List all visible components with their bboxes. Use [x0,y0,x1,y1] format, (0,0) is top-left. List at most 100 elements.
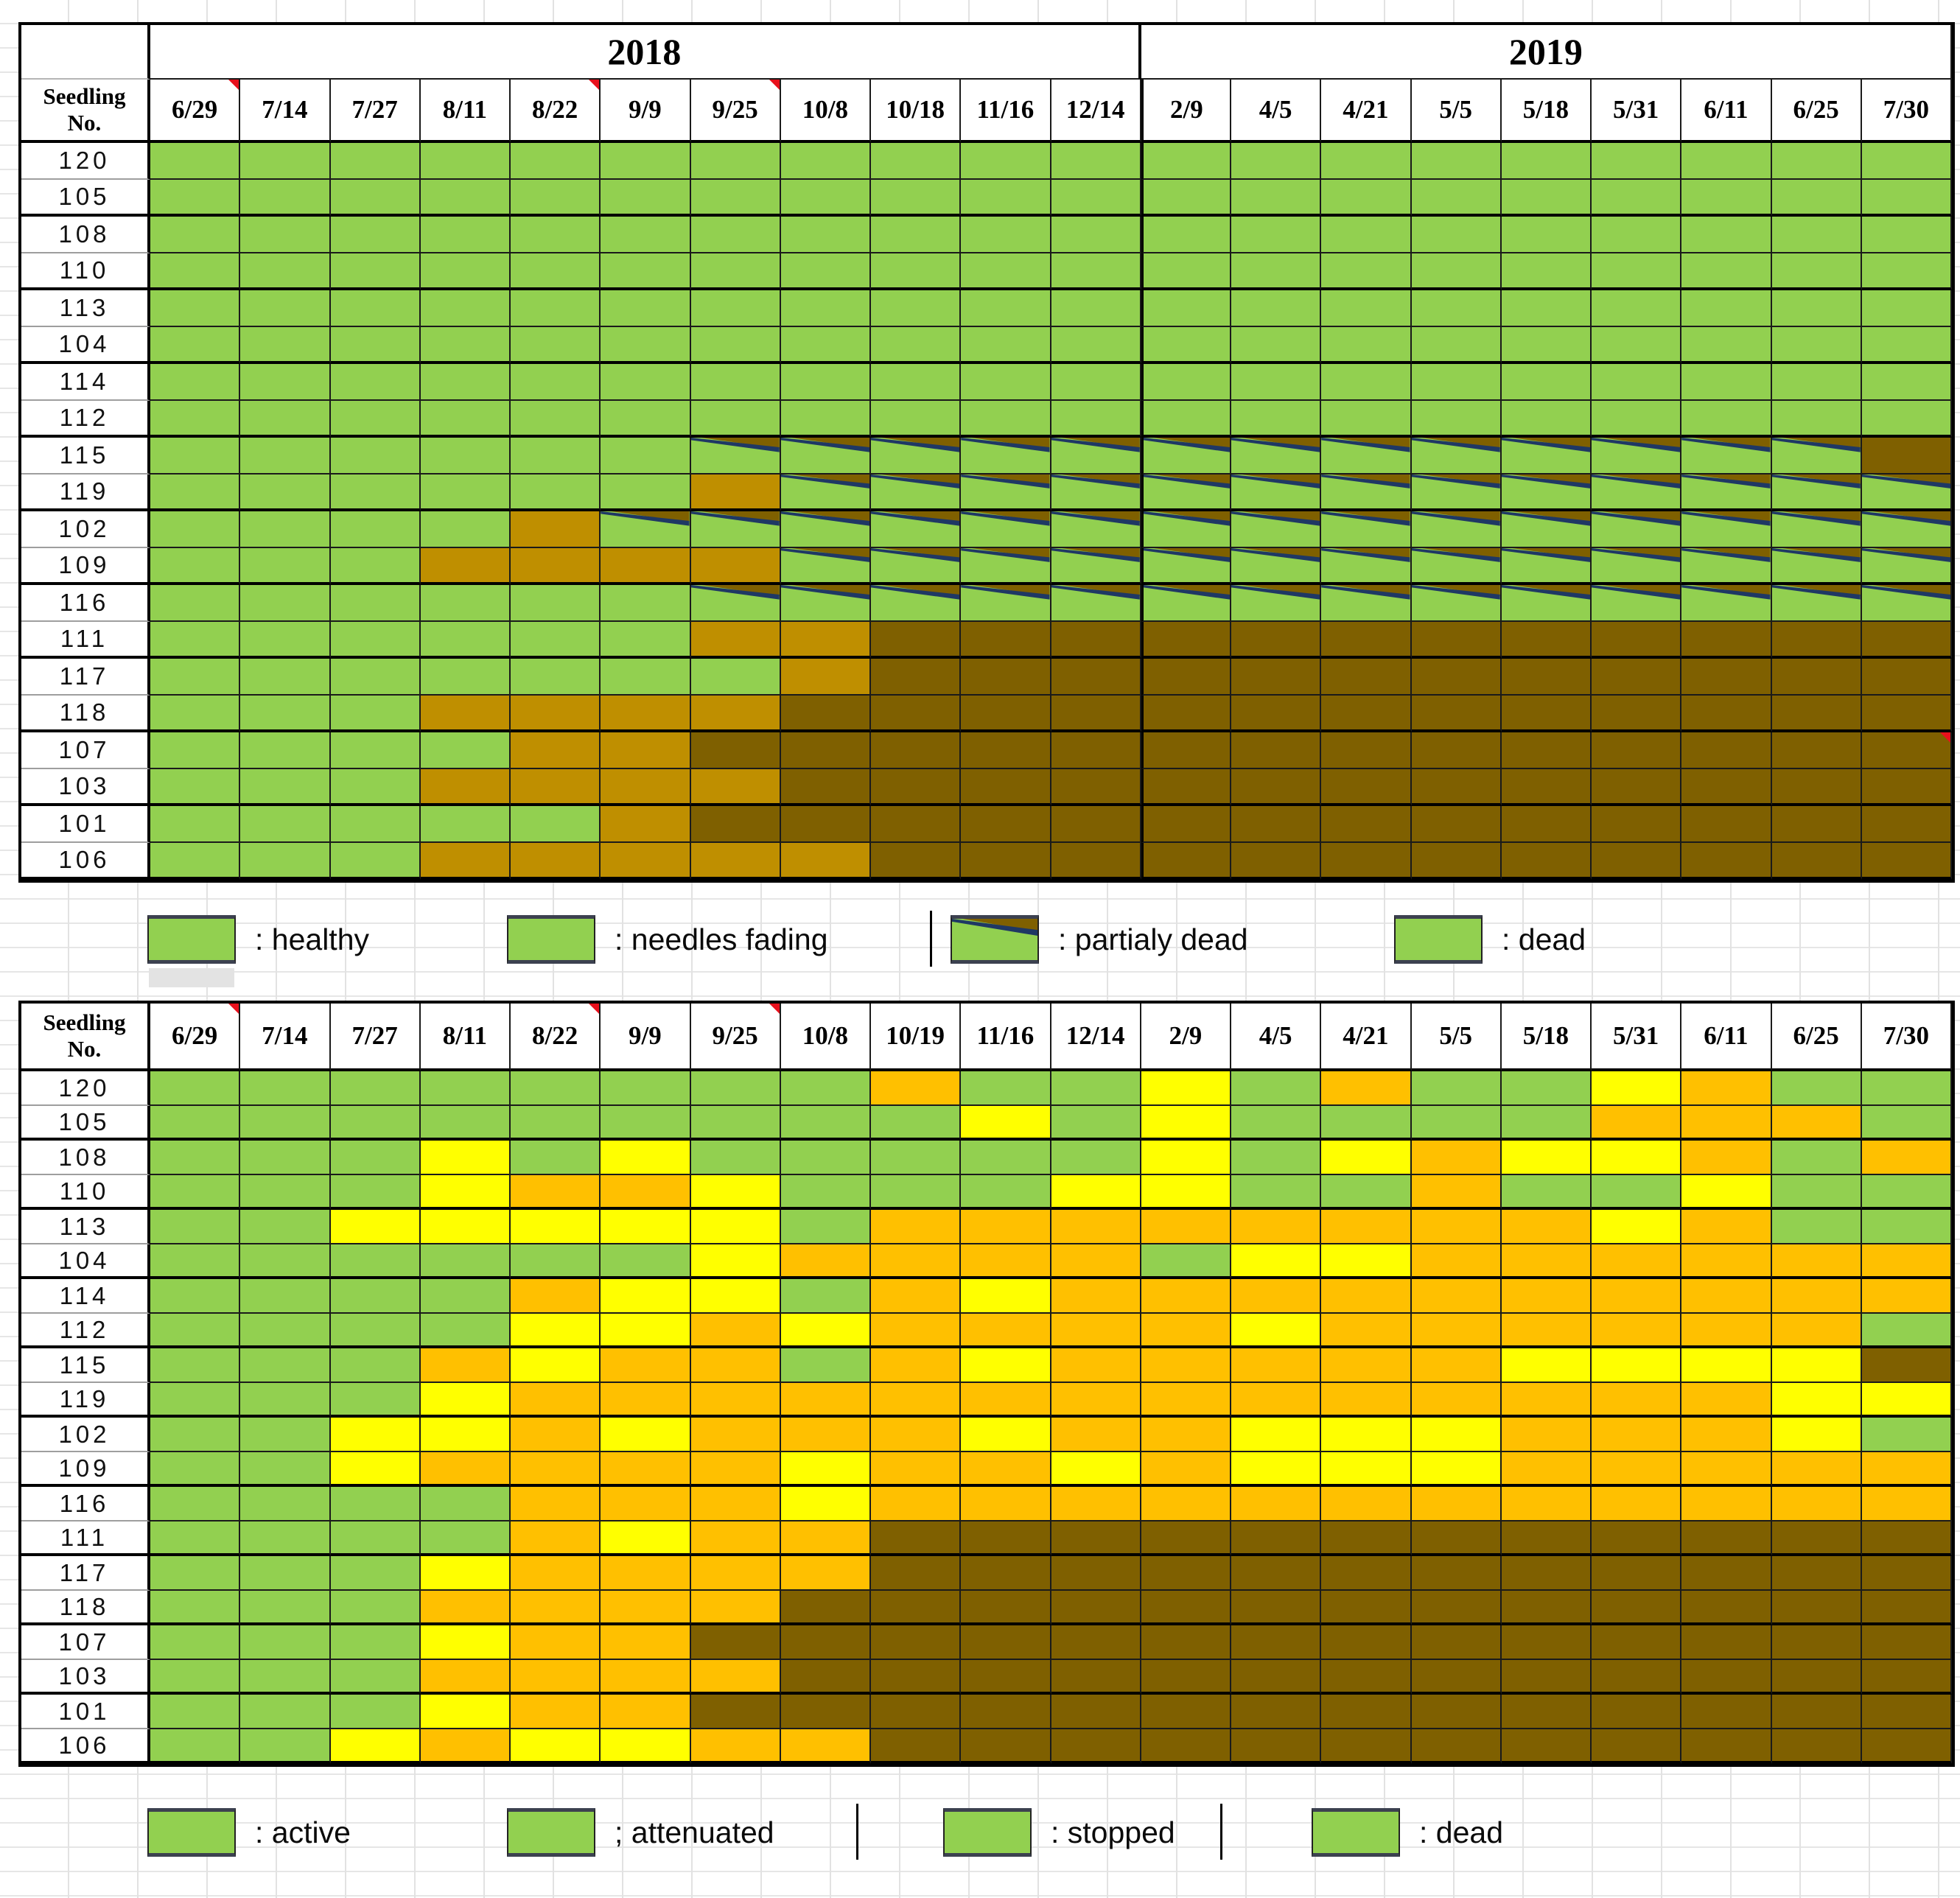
row-label-109[interactable]: 109 [21,548,150,585]
cell-107-7/14[interactable] [240,1625,331,1660]
cell-110-10/19[interactable] [871,1175,962,1210]
cell-119-6/11[interactable] [1681,1383,1772,1418]
cell-112-7/27[interactable] [330,401,421,438]
cell-114-5/18[interactable] [1501,364,1592,401]
cell-118-5/5[interactable] [1411,696,1502,732]
cell-106-6/25[interactable] [1771,843,1862,880]
cell-111-8/22[interactable] [511,622,601,659]
cell-106-9/25[interactable] [690,1729,781,1764]
cell-104-7/14[interactable] [240,327,331,364]
cell-108-8/11[interactable] [420,217,511,253]
cell-107-10/18[interactable] [871,732,962,769]
cell-114-7/30[interactable] [1861,364,1952,401]
cell-109-5/31[interactable] [1592,1452,1682,1487]
cell-112-5/5[interactable] [1411,1314,1502,1348]
cell-112-10/8[interactable] [780,401,871,438]
cell-109-5/5[interactable] [1411,548,1502,585]
cell-105-9/25[interactable] [690,180,781,217]
cell-116-10/8[interactable] [780,1487,871,1521]
cell-105-8/11[interactable] [420,1106,511,1141]
cell-119-9/9[interactable] [601,474,691,511]
cell-115-6/29[interactable] [150,1348,241,1383]
cell-112-7/14[interactable] [240,1314,331,1348]
cell-111-9/25[interactable] [690,622,781,659]
cell-106-10/8[interactable] [780,1729,871,1764]
cell-101-2/9[interactable] [1141,1695,1231,1729]
cell-101-5/5[interactable] [1411,1695,1502,1729]
column-header-date[interactable]: 9/9 [601,1004,691,1071]
cell-116-9/25[interactable] [690,1487,781,1521]
cell-119-12/14[interactable] [1051,1383,1141,1418]
cell-111-6/25[interactable] [1771,1521,1862,1556]
cell-116-12/14[interactable] [1051,1487,1141,1521]
cell-120-6/25[interactable] [1771,143,1862,180]
cell-119-6/29[interactable] [150,474,241,511]
cell-113-5/18[interactable] [1501,290,1592,327]
cell-120-5/5[interactable] [1411,143,1502,180]
cell-120-4/21[interactable] [1321,1071,1412,1106]
cell-118-11/16[interactable] [961,1591,1051,1625]
cell-115-11/16[interactable] [961,1348,1051,1383]
cell-115-7/30[interactable] [1861,438,1952,474]
cell-119-11/16[interactable] [961,474,1051,511]
cell-120-10/19[interactable] [871,1071,962,1106]
cell-108-5/31[interactable] [1592,1141,1682,1175]
cell-109-6/25[interactable] [1771,548,1862,585]
cell-103-6/25[interactable] [1771,1660,1862,1695]
cell-116-7/14[interactable] [240,585,331,622]
cell-109-6/29[interactable] [150,1452,241,1487]
column-header-date[interactable]: 2/9 [1141,80,1231,143]
column-header-date[interactable]: 6/11 [1681,1004,1772,1071]
cell-120-8/11[interactable] [420,143,511,180]
column-header-date[interactable]: 8/11 [420,80,511,143]
cell-114-8/22[interactable] [511,1279,601,1314]
cell-102-2/9[interactable] [1141,511,1231,548]
cell-105-2/9[interactable] [1141,1106,1231,1141]
column-header-date[interactable]: 6/29 [150,80,241,143]
row-label-106[interactable]: 106 [21,1729,150,1764]
cell-102-4/21[interactable] [1321,1418,1412,1452]
cell-105-5/18[interactable] [1501,180,1592,217]
cell-120-5/31[interactable] [1592,143,1682,180]
cell-118-11/16[interactable] [961,696,1051,732]
cell-110-11/16[interactable] [961,253,1051,290]
cell-113-9/25[interactable] [690,1210,781,1244]
cell-117-11/16[interactable] [961,1556,1051,1591]
cell-116-10/8[interactable] [780,585,871,622]
cell-108-11/16[interactable] [961,217,1051,253]
cell-102-12/14[interactable] [1051,1418,1141,1452]
cell-109-6/25[interactable] [1771,1452,1862,1487]
cell-107-10/8[interactable] [780,732,871,769]
cell-104-11/16[interactable] [961,327,1051,364]
cell-112-7/27[interactable] [330,1314,421,1348]
cell-115-2/9[interactable] [1141,1348,1231,1383]
cell-109-10/19[interactable] [871,1452,962,1487]
cell-112-11/16[interactable] [961,401,1051,438]
row-label-115[interactable]: 115 [21,1348,150,1383]
cell-102-7/27[interactable] [330,1418,421,1452]
cell-117-10/8[interactable] [780,1556,871,1591]
cell-110-6/25[interactable] [1771,1175,1862,1210]
cell-110-5/5[interactable] [1411,1175,1502,1210]
cell-108-2/9[interactable] [1141,1141,1231,1175]
column-header-date[interactable]: 12/14 [1051,80,1141,143]
cell-105-10/18[interactable] [871,180,962,217]
cell-109-4/21[interactable] [1321,548,1412,585]
cell-114-4/5[interactable] [1231,1279,1322,1314]
cell-118-10/19[interactable] [871,1591,962,1625]
cell-101-10/18[interactable] [871,806,962,843]
cell-104-10/18[interactable] [871,327,962,364]
cell-119-7/30[interactable] [1861,1383,1952,1418]
cell-113-8/22[interactable] [511,290,601,327]
cell-102-5/5[interactable] [1411,511,1502,548]
cell-104-4/5[interactable] [1231,1244,1322,1279]
cell-113-7/27[interactable] [330,1210,421,1244]
cell-120-9/9[interactable] [601,143,691,180]
cell-112-12/14[interactable] [1051,401,1141,438]
cell-106-8/22[interactable] [511,843,601,880]
cell-119-5/31[interactable] [1592,1383,1682,1418]
cell-114-4/21[interactable] [1321,364,1412,401]
cell-107-9/9[interactable] [601,1625,691,1660]
cell-101-8/22[interactable] [511,1695,601,1729]
cell-112-8/22[interactable] [511,401,601,438]
